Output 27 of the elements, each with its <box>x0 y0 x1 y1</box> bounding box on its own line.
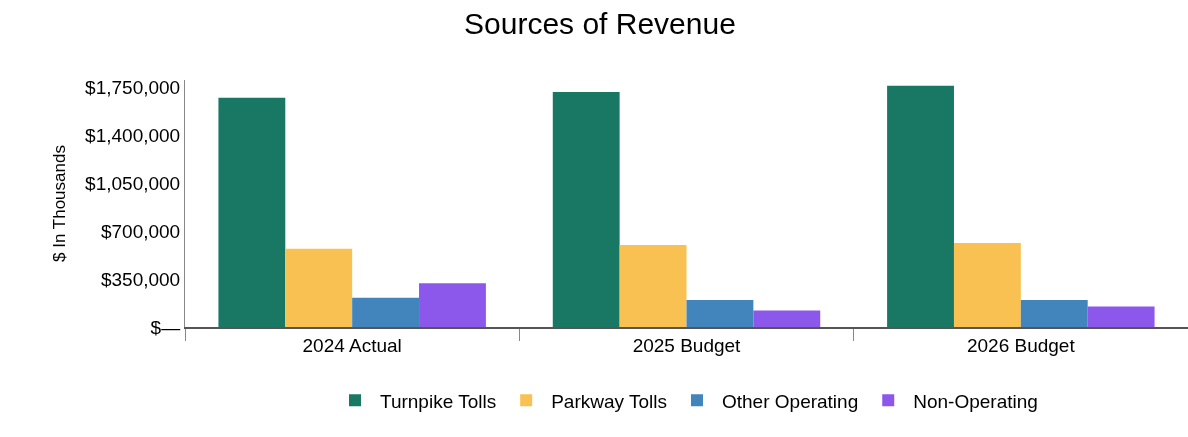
x-tick-label: 2025 Budget <box>632 334 742 356</box>
bar <box>1020 300 1088 327</box>
bar <box>285 248 353 327</box>
y-tick-label: $1,750,000 <box>85 76 181 98</box>
y-tick-label: $1,400,000 <box>85 124 181 146</box>
legend-label: Other Operating <box>721 390 859 412</box>
legend-label: Non-Operating <box>913 390 1038 412</box>
y-tick-label: $— <box>150 316 181 338</box>
bar <box>218 97 286 327</box>
y-axis-title: $ In Thousands <box>49 145 69 262</box>
bar <box>953 243 1021 327</box>
y-tick-label: $700,000 <box>100 220 181 242</box>
bar <box>887 85 954 327</box>
legend-label: Turnpike Tolls <box>380 390 497 412</box>
x-tick-label: 2024 Actual <box>302 334 402 356</box>
bar <box>419 283 486 327</box>
y-tick-label: $1,050,000 <box>85 172 181 194</box>
legend-label: Parkway Tolls <box>551 390 667 412</box>
bar <box>552 92 620 327</box>
bar <box>619 244 687 327</box>
bar <box>753 310 821 327</box>
bar <box>686 300 754 327</box>
bar <box>1087 306 1155 327</box>
y-tick-label: $350,000 <box>100 268 181 290</box>
chart-title: Sources of Revenue <box>464 7 736 41</box>
x-tick-label: 2026 Budget <box>966 334 1076 356</box>
bar <box>352 297 420 327</box>
